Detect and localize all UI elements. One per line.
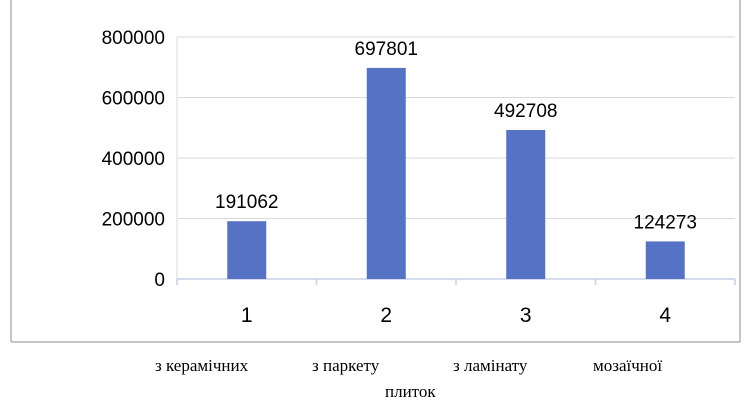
bar-data-label: 492708 bbox=[494, 101, 557, 122]
bar bbox=[645, 241, 685, 279]
bar-data-label: 124273 bbox=[634, 212, 697, 233]
x-category-label: 3 bbox=[520, 304, 532, 327]
caption-parquet: з паркету bbox=[312, 356, 380, 375]
bar-data-label: 697801 bbox=[355, 39, 418, 60]
bar-data-label: 191062 bbox=[215, 192, 278, 213]
caption-tiles: плиток bbox=[385, 382, 436, 401]
y-tick-label: 200000 bbox=[102, 210, 165, 231]
x-category-label: 4 bbox=[659, 304, 671, 327]
bar bbox=[227, 221, 267, 279]
caption-ceramic: з керамічних bbox=[155, 356, 249, 375]
y-tick-label: 0 bbox=[154, 270, 165, 291]
y-tick-label: 800000 bbox=[102, 28, 165, 49]
x-category-label: 2 bbox=[380, 304, 392, 327]
y-tick-label: 600000 bbox=[102, 89, 165, 110]
caption-mosaic: мозаїчної bbox=[593, 356, 663, 375]
bar bbox=[366, 67, 406, 280]
y-tick-label: 400000 bbox=[102, 149, 165, 170]
bar bbox=[506, 129, 546, 279]
caption-laminate: з ламінату bbox=[453, 356, 528, 375]
x-category-label: 1 bbox=[241, 304, 253, 327]
